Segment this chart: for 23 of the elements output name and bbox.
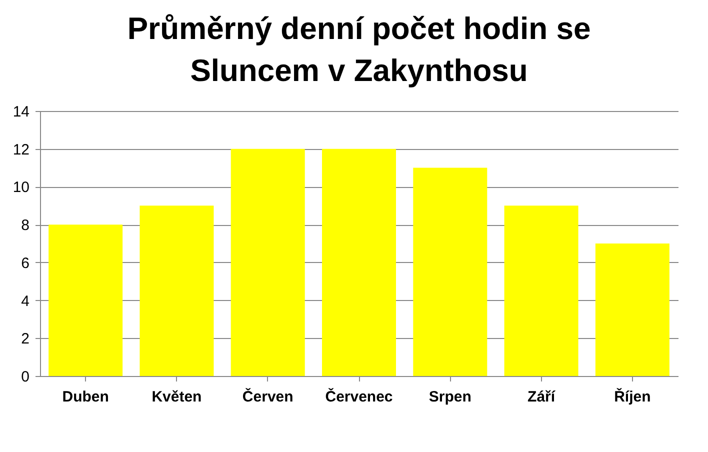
- y-tick-label: 12: [12, 141, 30, 158]
- bar: [230, 148, 305, 376]
- x-tick-label: Červenec: [325, 388, 393, 406]
- x-tick-label: Červen: [242, 388, 294, 406]
- x-tick-label: Duben: [62, 388, 109, 406]
- x-tick-label: Srpen: [428, 388, 472, 406]
- y-tick-label: 8: [21, 217, 30, 234]
- x-tick-label: Říjen: [614, 388, 651, 406]
- bar: [140, 206, 214, 376]
- bar: [413, 168, 488, 376]
- x-tick-label: Září: [528, 388, 556, 406]
- bar: [504, 206, 578, 376]
- y-tick-label: 14: [12, 104, 30, 120]
- y-tick-label: 0: [21, 368, 30, 386]
- x-tick-label: Květen: [152, 388, 202, 406]
- y-tick-label: 6: [21, 254, 30, 272]
- y-tick-label: 2: [21, 330, 30, 348]
- bar: [48, 224, 123, 376]
- y-tick-label: 4: [21, 292, 30, 310]
- bar: [595, 244, 670, 376]
- bar: [322, 148, 396, 376]
- chart-title: Průměrný denní počet hodin se Sluncem v Zakynthosu: [127, 11, 591, 88]
- y-tick-label: 10: [12, 179, 30, 196]
